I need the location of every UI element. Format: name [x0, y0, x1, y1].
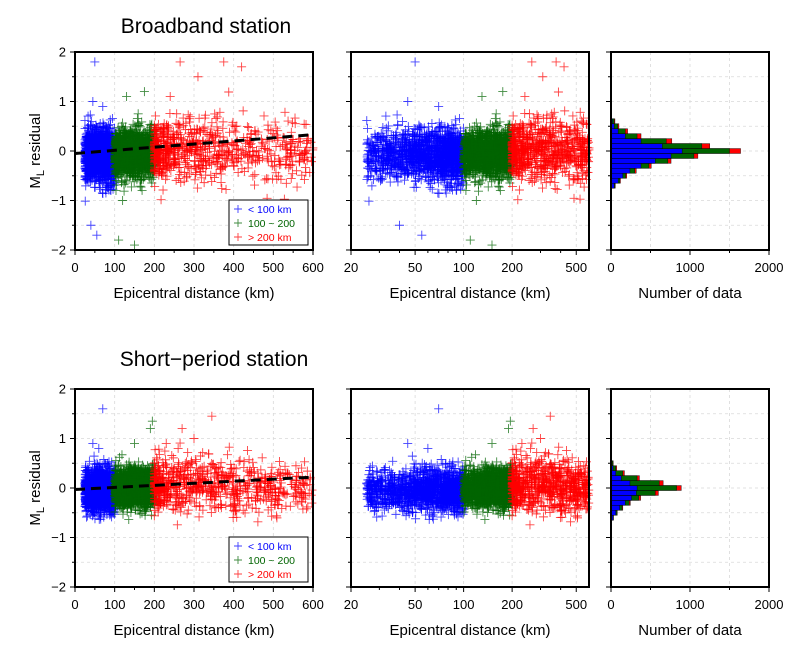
scatter-point [423, 177, 433, 187]
scatter-point [267, 161, 277, 171]
scatter-point [363, 123, 373, 133]
scatter-point [90, 57, 100, 67]
scatter-point [130, 240, 139, 250]
scatter-point [217, 184, 227, 194]
scatter-point [409, 182, 419, 192]
x-tick-label: 0 [71, 260, 78, 275]
scatter-point [163, 121, 173, 131]
scatter-point [238, 106, 248, 116]
x-tick-label: 200 [143, 260, 165, 275]
scatter-point [362, 116, 372, 126]
scatter-point [250, 180, 260, 190]
scatter-point [98, 101, 108, 111]
scatter-point [219, 57, 229, 67]
scatter-point [242, 122, 252, 132]
scatter-point [385, 177, 395, 187]
scatter-point [156, 195, 166, 205]
scatter-point [95, 184, 105, 194]
scatter-point [292, 182, 302, 192]
scatter-point [455, 114, 465, 124]
scatter-point [258, 139, 268, 149]
row1-log-points [362, 57, 594, 250]
scatter-point [114, 235, 124, 245]
scatter-point [237, 62, 247, 72]
scatter-point [300, 163, 310, 173]
x-tick-label: 300 [183, 260, 205, 275]
x-tick-label: 400 [223, 260, 245, 275]
scatter-point [281, 178, 291, 188]
scatter-point [122, 92, 132, 102]
scatter-point [301, 120, 311, 130]
scatter-point [286, 173, 296, 183]
scatter-point [224, 87, 234, 97]
title-short-period: Short−period station [120, 348, 309, 371]
scatter-point [185, 112, 195, 122]
scatter-point [364, 196, 374, 206]
y-tick-label: −2 [51, 243, 66, 258]
scatter-point [381, 111, 391, 121]
scatter-point [299, 175, 309, 185]
scatter-point [165, 108, 175, 118]
x-tick-label: 500 [262, 260, 284, 275]
scatter-point [175, 57, 185, 67]
scatter-point [88, 97, 98, 106]
scatter-point [118, 196, 128, 205]
scatter-point [213, 126, 223, 136]
scatter-point [216, 177, 226, 187]
scatter-point [206, 170, 216, 180]
scatter-point [221, 184, 231, 194]
scatter-point [174, 174, 184, 184]
row1-legend: < 100 km 100 ~ 200 > 200 km [228, 199, 309, 246]
legend-label: < 100 km [248, 204, 292, 216]
scatter-point [248, 171, 258, 181]
scatter-point [92, 230, 102, 240]
scatter-point [250, 170, 260, 180]
x-tick-label: 600 [302, 260, 324, 275]
x-tick-label: 100 [104, 260, 126, 275]
scatter-point [86, 220, 96, 230]
scatter-point [133, 109, 143, 119]
y-tick-label: −1 [51, 193, 66, 208]
y-tick-label: 1 [59, 94, 66, 109]
scatter-point [415, 122, 425, 132]
scatter-point [193, 72, 203, 82]
scatter-point [107, 114, 117, 124]
scatter-point [259, 111, 269, 121]
scatter-point [215, 107, 225, 117]
scatter-point [80, 116, 90, 126]
legend-label: 100 ~ 200 [248, 218, 295, 230]
scatter-point [233, 167, 243, 177]
scatter-point [151, 111, 161, 121]
scatter-point [80, 196, 90, 206]
y-tick-label: 2 [59, 45, 66, 60]
scatter-point [434, 189, 444, 199]
scatter-point [383, 121, 393, 131]
scatter-point [427, 184, 437, 194]
scatter-point [85, 110, 95, 120]
scatter-point [139, 87, 149, 97]
scatter-point [280, 107, 290, 117]
scatter-point [392, 110, 402, 120]
legend-label: > 200 km [248, 232, 292, 244]
scatter-point [207, 118, 217, 128]
scatter-point [165, 92, 175, 102]
row1-linear-points [80, 57, 318, 250]
title-broadband: Broadband station [121, 15, 291, 38]
scatter-point [158, 185, 168, 195]
scatter-point [211, 168, 221, 178]
scatter-point [425, 183, 435, 193]
y-tick-label: 0 [59, 144, 66, 159]
